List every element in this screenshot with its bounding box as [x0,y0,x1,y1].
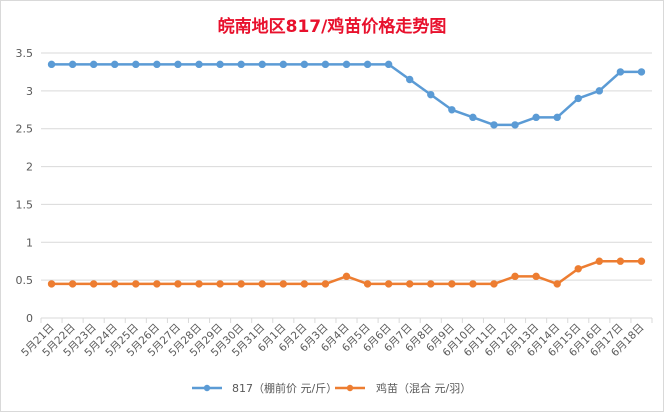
chart-title: 皖南地区817/鸡苗价格走势图 [217,17,447,37]
data-point [637,257,646,265]
data-point [406,280,414,288]
series-line [51,63,642,127]
data-point [195,280,203,288]
data-point [47,60,56,69]
data-point [363,60,372,69]
data-point [258,280,266,288]
data-point [279,60,287,69]
legend-label: 817（棚前价 元/斤） [232,381,337,395]
data-point [300,60,309,69]
data-point [448,106,456,114]
data-point [427,90,435,99]
data-point [68,60,77,69]
legend: 817（棚前价 元/斤） 鸡苗（混合 元/羽） [192,381,471,395]
data-point [258,60,266,69]
data-point [321,60,330,69]
data-point [174,280,182,288]
data-point [595,257,604,265]
data-point [532,113,540,122]
data-point [469,113,477,122]
y-tick-label: 3.5 [16,47,34,60]
data-point [553,280,561,288]
data-point [384,60,393,69]
data-point [616,257,625,265]
data-point [595,87,604,95]
grid-lines [41,52,652,319]
data-point [89,60,98,69]
series [47,60,646,288]
data-point [490,121,498,129]
data-point [216,280,224,288]
y-tick-label: 1.5 [16,198,34,211]
data-point [216,60,224,69]
data-point [300,280,309,288]
y-tick-label: 3 [26,85,33,98]
data-point [342,272,351,281]
data-point [532,272,540,281]
data-point [153,60,161,69]
data-point [363,280,372,288]
data-point [511,121,519,129]
data-point [490,280,498,288]
data-point [68,280,77,288]
data-point [174,60,182,69]
data-point [574,265,582,273]
y-tick-label: 1 [26,236,33,249]
data-point [279,280,287,288]
data-point [47,280,56,288]
legend-swatch-marker [346,384,354,392]
data-point [321,280,330,288]
data-point [406,75,414,84]
data-point [553,113,561,122]
y-tick-label: 2.5 [16,123,34,136]
data-point [342,60,351,69]
data-point [111,60,119,69]
y-tick-label: 0.5 [16,274,34,287]
data-point [132,60,140,69]
data-point [237,280,245,288]
data-point [384,280,393,288]
legend-swatch-marker [203,384,211,392]
data-point [448,280,456,288]
data-point [574,94,582,103]
data-point [511,272,519,281]
data-point [427,280,435,288]
y-tick-label: 2 [26,161,33,174]
y-tick-label: 0 [26,312,33,325]
data-point [469,280,477,288]
data-point [89,280,98,288]
data-point [195,60,203,69]
data-point [637,68,646,76]
data-point [111,280,119,288]
data-point [132,280,140,288]
axes: 00.511.522.533.55月21日5月22日5月23日5月24日5月25… [16,47,653,359]
data-point [153,280,161,288]
data-point [616,68,625,76]
data-point [237,60,245,69]
legend-label: 鸡苗（混合 元/羽） [376,381,471,395]
